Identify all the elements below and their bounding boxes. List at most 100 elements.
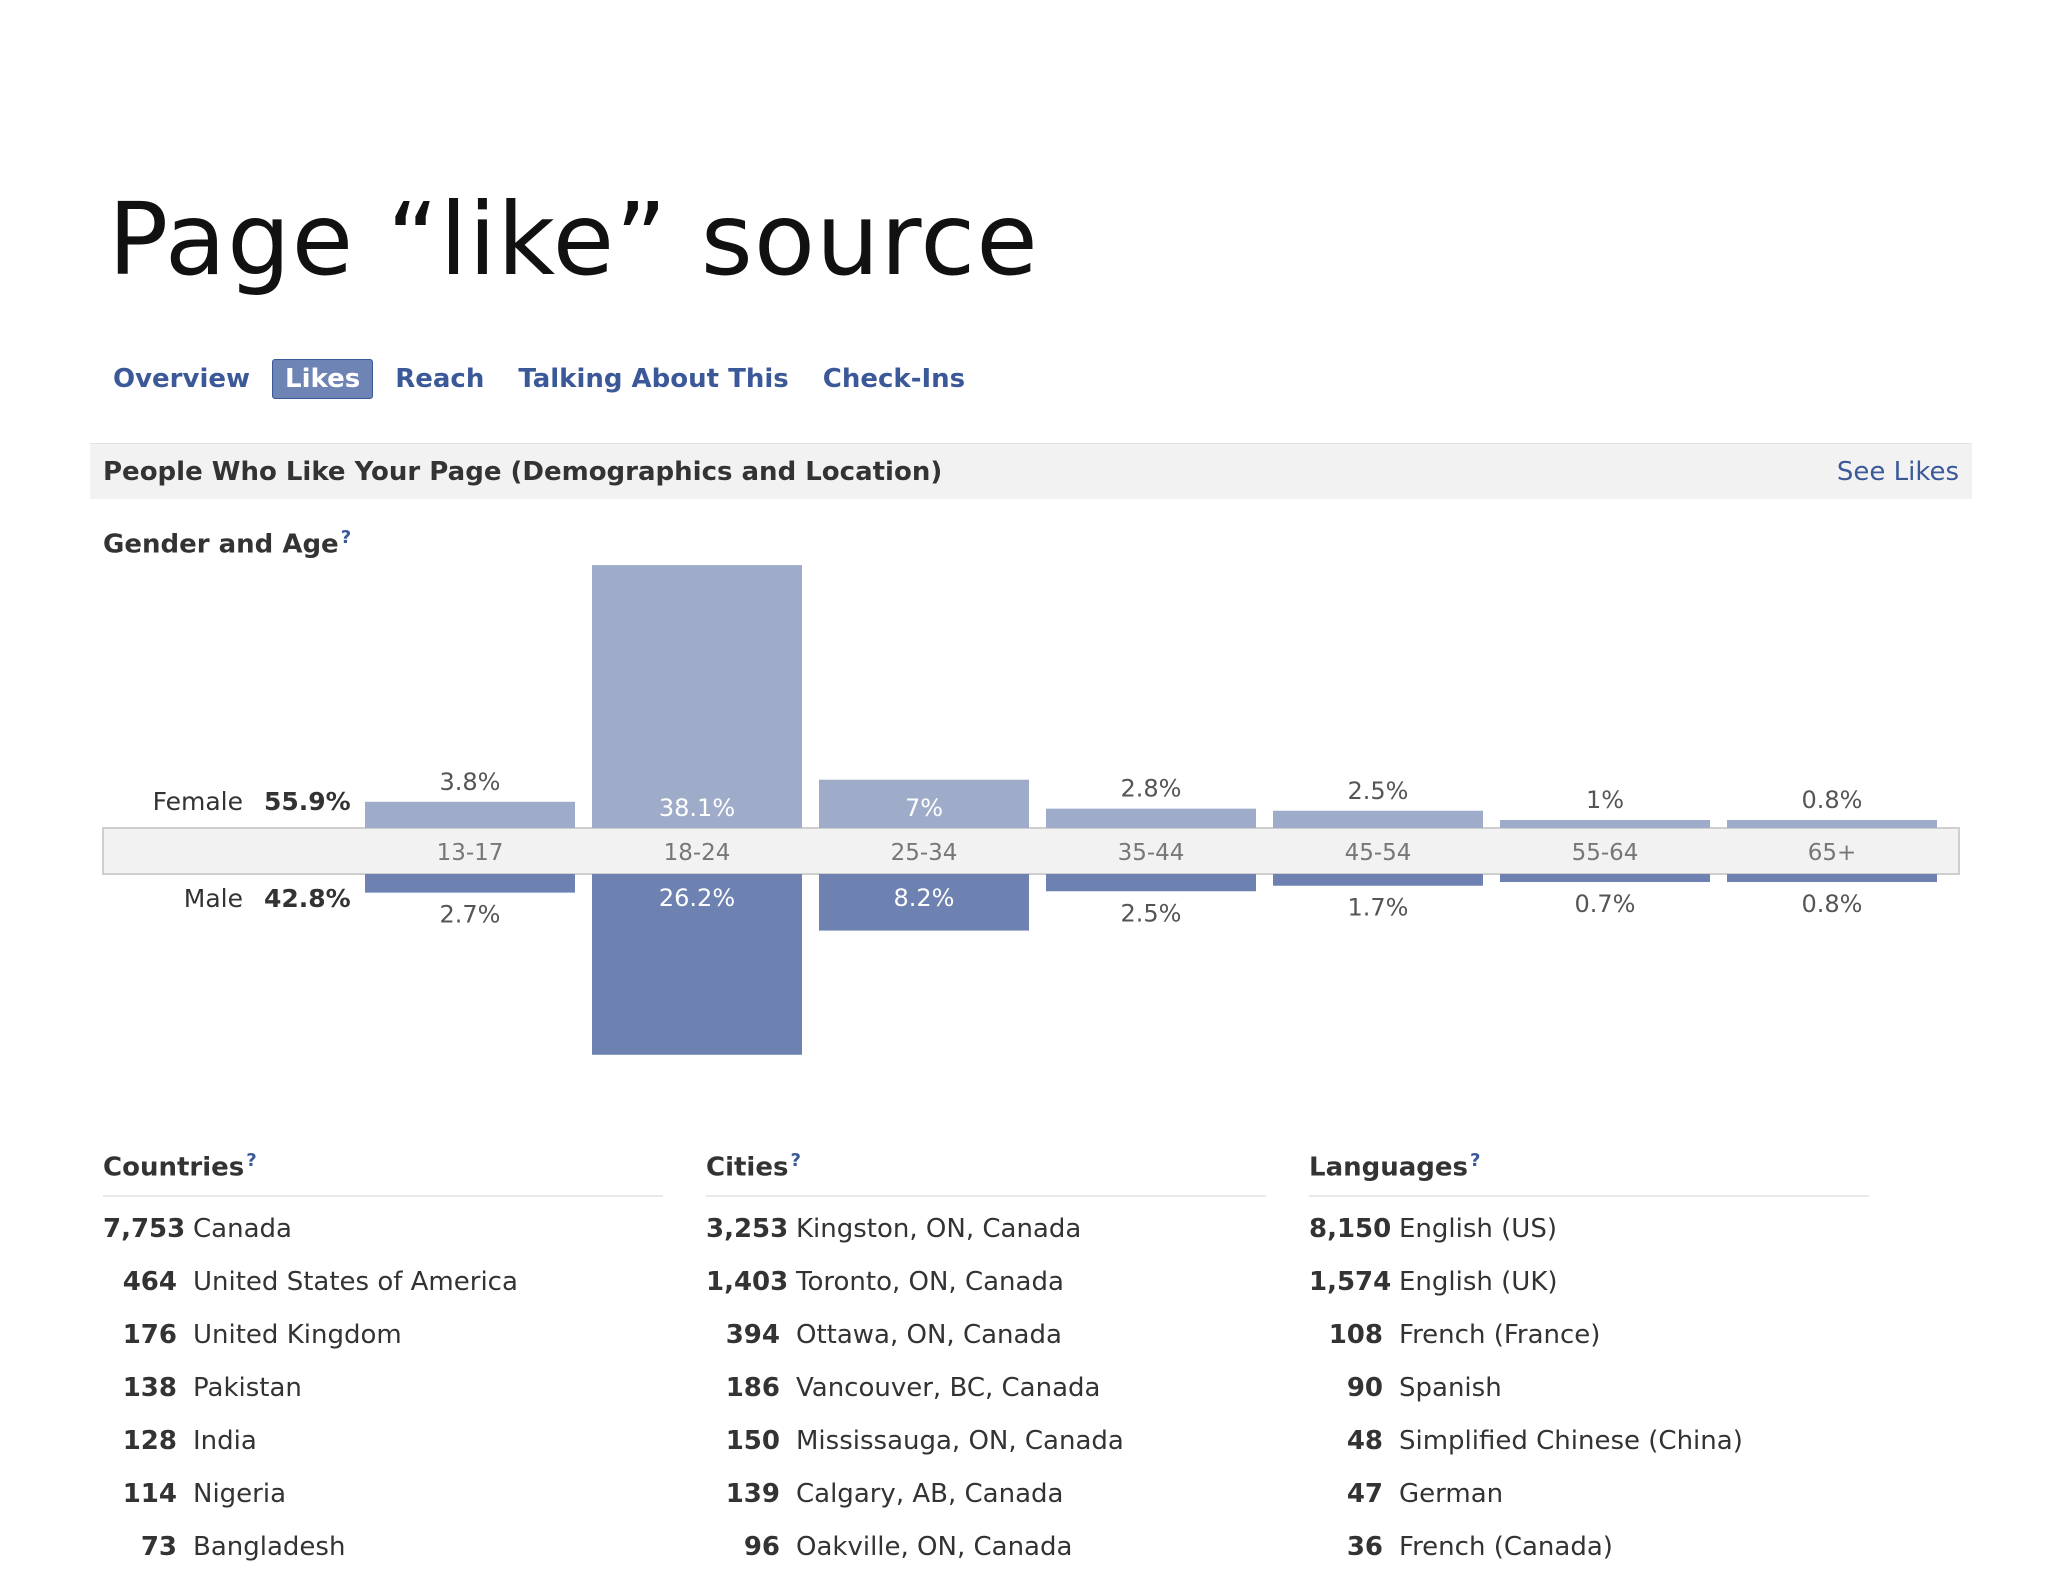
tab-talking-about-this[interactable]: Talking About This [518,364,789,394]
list-item: 7,753 Canada [103,1203,663,1256]
age-tick-label: 55-64 [1572,840,1639,866]
cities-help-icon[interactable]: ? [790,1150,801,1171]
demographics-panel-header: People Who Like Your Page (Demographics … [90,443,1972,499]
list-item: 464 United States of America [103,1256,663,1309]
list-item: 1,574 English (UK) [1309,1256,1869,1309]
female-value-label: 2.5% [1348,777,1409,805]
list-item-count: 464 [122,1267,177,1298]
tab-likes[interactable]: Likes [272,359,374,399]
list-item-count: 108 [1328,1320,1383,1351]
languages-help-icon[interactable]: ? [1470,1150,1481,1171]
countries-heading: Countries? [103,1150,663,1183]
list-item-count: 36 [1346,1532,1383,1563]
cities-title: Cities [706,1152,789,1183]
cities-heading: Cities? [706,1150,1266,1183]
list-item: 114 Nigeria [103,1468,663,1521]
cities-divider [706,1194,1266,1197]
list-item-count: 114 [122,1479,177,1510]
gender-age-title: Gender and Age [103,529,339,560]
male-bar [1046,874,1256,892]
male-bar [1500,874,1710,882]
list-item: 176 United Kingdom [103,1309,663,1362]
list-item: 394 Ottawa, ON, Canada [706,1309,1266,1362]
list-item: 150 Mississauga, ON, Canada [706,1415,1266,1468]
age-tick-label: 65+ [1808,840,1857,866]
age-tick-label: 13-17 [437,840,504,866]
age-tick-label: 45-54 [1345,840,1412,866]
countries-divider [103,1194,663,1197]
male-total: 42.8% [264,884,351,913]
female-value-label: 2.8% [1121,775,1182,803]
male-bar [819,874,1029,931]
female-bar [819,779,1029,828]
male-bar [1727,874,1937,882]
countries-section: Countries? 7,753 Canada 464 United States o… [103,1150,663,1574]
languages-section: Languages? 8,150 English (US) 1,574 English… [1309,1150,1869,1574]
list-item-name: India [193,1426,257,1457]
list-item: 8,150 English (US) [1309,1203,1869,1256]
list-item-name: English (UK) [1399,1267,1558,1298]
panel-title: People Who Like Your Page (Demographics … [103,457,943,487]
tab-reach[interactable]: Reach [395,364,485,394]
male-value-label: 2.5% [1121,899,1182,927]
list-item-name: Nigeria [193,1479,287,1510]
list-item-name: German [1399,1479,1504,1510]
female-bar [1500,820,1710,828]
gender-age-heading: Gender and Age? [103,527,351,560]
list-item-count: 7,753 [103,1214,186,1245]
tab-overview[interactable]: Overview [113,364,251,394]
list-item-count: 394 [725,1320,780,1351]
list-item: 3,253 Kingston, ON, Canada [706,1203,1266,1256]
female-bar [1727,820,1937,828]
male-value-label: 26.2% [659,884,735,912]
languages-heading: Languages? [1309,1150,1869,1183]
list-item-name: Spanish [1399,1373,1502,1404]
list-item-name: Vancouver, BC, Canada [796,1373,1101,1404]
list-item: 48 Simplified Chinese (China) [1309,1415,1869,1468]
male-value-label: 0.8% [1802,890,1863,918]
female-bar [1046,808,1256,828]
list-item-count: 150 [725,1426,780,1457]
list-item: 186 Vancouver, BC, Canada [706,1362,1266,1415]
age-tick-label: 18-24 [664,840,731,866]
male-value-label: 8.2% [894,884,955,912]
cities-section: Cities? 3,253 Kingston, ON, Canada 1,403 To… [706,1150,1266,1574]
gender-age-help-icon[interactable]: ? [340,527,352,548]
list-item-name: Oakville, ON, Canada [796,1532,1073,1563]
countries-list: 7,753 Canada 464 United States of America 17… [103,1203,663,1574]
list-item: 1,403 Toronto, ON, Canada [706,1256,1266,1309]
male-bar [365,874,575,893]
male-label: Male [184,884,243,913]
countries-help-icon[interactable]: ? [246,1150,257,1171]
male-bar [1273,874,1483,886]
female-total: 55.9% [264,787,351,816]
list-item-name: Toronto, ON, Canada [796,1267,1064,1298]
languages-divider [1309,1194,1869,1197]
female-bar [365,801,575,828]
gender-age-chart: Female 55.9% Male 42.8% 3.8% 2.7% 13-17 38.1% 26… [102,565,1960,1055]
see-likes-link[interactable]: See Likes [1836,457,1959,487]
cities-list: 3,253 Kingston, ON, Canada 1,403 Toronto, O… [706,1203,1266,1574]
female-value-label: 3.8% [440,768,501,796]
list-item-name: Pakistan [193,1373,302,1404]
list-item-name: Bangladesh [193,1532,346,1563]
list-item-count: 128 [122,1426,177,1457]
female-value-label: 0.8% [1802,786,1863,814]
tab-check-ins[interactable]: Check-Ins [822,364,966,394]
list-item: 96 Oakville, ON, Canada [706,1521,1266,1574]
list-item-name: Ottawa, ON, Canada [796,1320,1062,1351]
male-value-label: 1.7% [1348,894,1409,922]
list-item-name: Canada [193,1214,292,1245]
list-item-count: 1,574 [1309,1267,1392,1298]
female-value-label: 7% [905,794,943,822]
list-item: 128 India [103,1415,663,1468]
list-item-name: Calgary, AB, Canada [796,1479,1064,1510]
age-tick-label: 35-44 [1118,840,1185,866]
list-item-count: 73 [140,1532,177,1563]
male-value-label: 0.7% [1575,890,1636,918]
female-bar [1273,810,1483,828]
list-item-count: 138 [122,1373,177,1404]
list-item-count: 47 [1346,1479,1383,1510]
countries-title: Countries [103,1152,245,1183]
list-item-name: Simplified Chinese (China) [1399,1426,1743,1457]
